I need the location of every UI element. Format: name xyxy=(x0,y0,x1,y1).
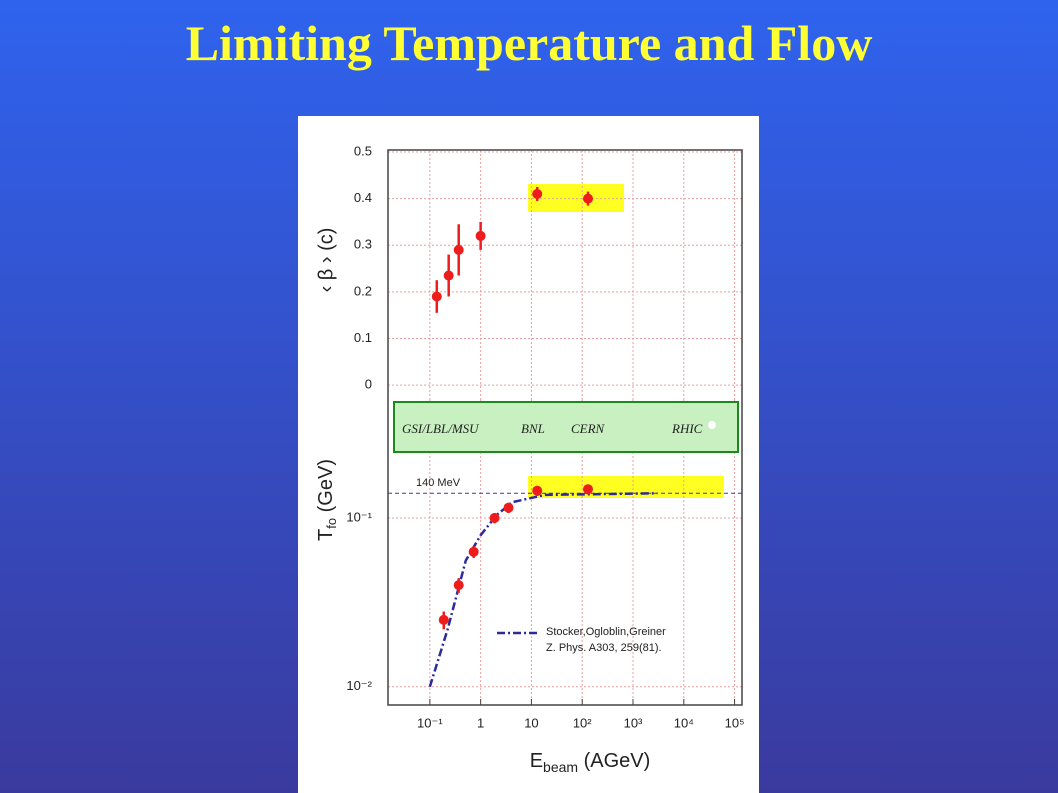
label-part: beam xyxy=(543,759,578,775)
data-point xyxy=(475,230,486,241)
annotation: 140 MeV xyxy=(416,477,461,489)
data-point xyxy=(453,244,464,255)
y-tick-label: 0.1 xyxy=(354,330,372,345)
accelerator-label: BNL xyxy=(521,421,545,436)
legend-label: Stocker,Ogloblin,Greiner xyxy=(546,626,666,638)
label-part: T xyxy=(315,529,337,541)
y-tick-label: 0.4 xyxy=(354,190,372,205)
data-point xyxy=(503,502,514,513)
x-tick-label: 10⁵ xyxy=(725,715,745,730)
accelerator-label: CERN xyxy=(571,421,606,436)
y-tick-label: 0.2 xyxy=(354,283,372,298)
y-tick-label: 0.3 xyxy=(354,237,372,252)
data-point xyxy=(489,512,500,523)
accelerator-label: RHIC xyxy=(671,421,703,436)
legend-note: Z. Phys. A303, 259(81). xyxy=(546,642,662,654)
label-part: fo xyxy=(324,518,339,529)
y-tick-label: 0.5 xyxy=(354,143,372,158)
data-point xyxy=(468,546,479,557)
y-tick-label: 0 xyxy=(365,377,372,392)
y-tick-label: 10⁻² xyxy=(346,678,372,693)
accelerator-band xyxy=(393,401,739,453)
slide-title: Limiting Temperature and Flow xyxy=(185,15,873,71)
data-point xyxy=(453,580,464,591)
y-axis-label: Tfo (GeV) xyxy=(315,459,339,541)
marker-dot xyxy=(708,421,716,429)
x-tick-label: 10 xyxy=(524,715,538,730)
label-part: (AGeV) xyxy=(578,750,650,772)
x-tick-label: 10⁻¹ xyxy=(417,715,443,730)
x-tick-label: 1 xyxy=(477,715,484,730)
data-point xyxy=(582,193,593,204)
x-axis-label: Ebeam (AGeV) xyxy=(530,750,651,774)
label-part: (GeV) xyxy=(315,459,337,518)
data-point xyxy=(532,485,543,496)
highlight xyxy=(528,476,724,498)
data-point xyxy=(532,188,543,199)
x-tick-label: 10⁴ xyxy=(674,715,694,730)
x-tick-label: 10³ xyxy=(624,715,643,730)
data-point xyxy=(438,614,449,625)
y-axis-label: ‹ β › (c) xyxy=(315,228,337,293)
y-tick-label: 10⁻¹ xyxy=(346,509,372,524)
data-point xyxy=(582,484,593,495)
x-tick-label: 10² xyxy=(573,715,592,730)
highlight xyxy=(528,184,624,212)
data-point xyxy=(431,291,442,302)
accelerator-label: GSI/LBL/MSU xyxy=(402,421,480,436)
figure-panel xyxy=(298,116,759,793)
data-point xyxy=(443,270,454,281)
label-part: E xyxy=(530,750,543,772)
plot-frame xyxy=(387,149,743,706)
